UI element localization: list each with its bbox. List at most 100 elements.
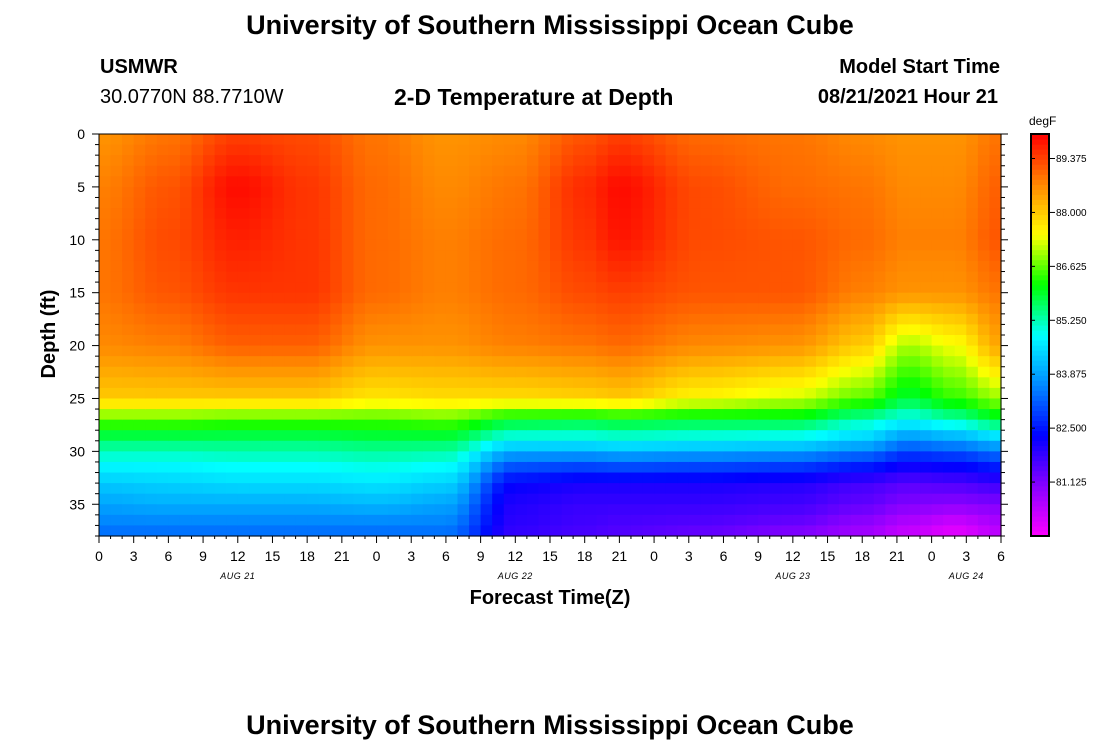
heatmap-cell [203,292,216,304]
heatmap-cell [792,335,806,347]
heatmap-cell [862,165,875,177]
heatmap-cell [781,419,794,431]
heatmap-cell [364,335,378,347]
heatmap-cell [677,345,690,357]
heatmap-cell [145,186,158,199]
heatmap-cell [226,282,239,294]
heatmap-cell [156,292,169,304]
heatmap-cell [654,483,667,495]
heatmap-cell [341,483,355,495]
heatmap-cell [977,292,991,304]
heatmap-cell [203,514,216,527]
heatmap-cell [954,483,967,495]
heatmap-cell [191,525,204,537]
heatmap-cell [550,282,563,294]
heatmap-cell [411,282,424,294]
heatmap-cell [237,229,250,241]
heatmap-cell [677,144,690,156]
heatmap-cell [815,176,829,188]
heatmap-cell [977,144,991,156]
heatmap-cell [758,134,771,146]
heatmap-cell [214,292,227,304]
heatmap-cell [896,303,910,315]
heatmap-cell [133,483,146,495]
heatmap-cell [550,335,563,347]
heatmap-cell [827,335,840,347]
heatmap-cell [827,483,840,495]
heatmap-cell [989,271,1002,283]
x-tick-label: 0 [650,548,658,564]
heatmap-cell [249,387,262,400]
heatmap-cell [561,186,574,199]
heatmap-cell [688,239,701,251]
heatmap-cell [376,430,389,442]
heatmap-cell [214,208,227,220]
heatmap-cell [203,440,216,452]
heatmap-cell [538,303,551,315]
heatmap-cell [330,313,343,326]
heatmap-cell [642,218,655,230]
heatmap-cell [295,324,308,336]
heatmap-cell [145,525,158,537]
heatmap-cell [619,324,632,336]
heatmap-cell [457,504,470,516]
heatmap-cell [954,430,967,442]
heatmap-cell [237,303,250,315]
heatmap-cell [503,324,516,336]
heatmap-cell [630,208,644,220]
heatmap-cell [515,186,528,199]
heatmap-cell [781,440,794,452]
heatmap-cell [341,155,355,167]
heatmap-cell [654,197,667,209]
heatmap-cell [711,271,725,283]
x-tick-label: 21 [334,548,350,564]
heatmap-cell [318,356,331,368]
heatmap-cell [307,176,320,188]
heatmap-cell [654,313,667,326]
heatmap-cell [596,472,609,484]
heatmap-cell [735,324,748,336]
heatmap-cell [792,271,806,283]
heatmap-cell [214,260,227,273]
heatmap-cell [665,303,678,315]
heatmap-cell [168,377,181,389]
heatmap-cell [746,282,759,294]
heatmap-cell [237,514,250,527]
heatmap-cell [769,335,782,347]
heatmap-cell [364,176,378,188]
heatmap-cell [977,155,991,167]
heatmap-cell [318,387,331,400]
heatmap-cell [989,197,1002,209]
heatmap-cell [827,292,840,304]
heatmap-cell [769,398,782,410]
heatmap-cell [862,366,875,378]
heatmap-cell [723,197,736,209]
heatmap-cell [723,165,736,177]
heatmap-cell [434,165,447,177]
x-tick-label: 6 [720,548,728,564]
heatmap-cell [179,377,193,389]
heatmap-cell [746,493,759,505]
heatmap-cell [318,208,331,220]
heatmap-cell [677,197,690,209]
heatmap-cell [839,387,852,400]
heatmap-cell [445,345,459,357]
heatmap-cell [399,409,412,421]
heatmap-cell [457,176,470,188]
heatmap-cell [503,483,516,495]
heatmap-cell [341,430,355,442]
heatmap-cell [619,186,632,199]
heatmap-cell [122,483,135,495]
heatmap-cell [434,250,447,262]
heatmap-cell [330,483,343,495]
heatmap-cell [758,271,771,283]
heatmap-cell [700,155,713,167]
heatmap-cell [364,197,378,209]
x-tick-label: 6 [442,548,450,564]
heatmap-cell [156,271,169,283]
heatmap-cell [492,514,505,527]
heatmap-cell [943,208,956,220]
heatmap-cell [260,461,274,474]
heatmap-cell [943,356,956,368]
heatmap-cell [850,366,863,378]
